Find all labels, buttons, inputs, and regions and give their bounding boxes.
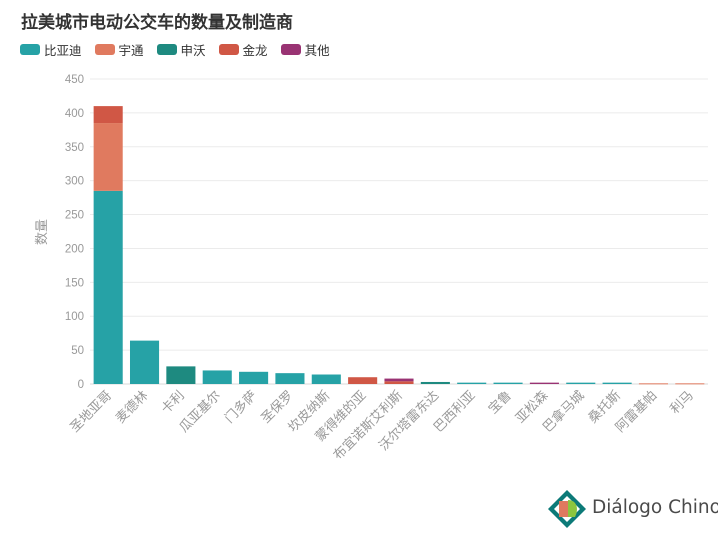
legend-item[interactable]: 宇通 (94, 40, 144, 59)
legend: 比亚迪 宇通 申沃 金龙 其他 (20, 40, 343, 58)
x-tick-label: 麦德林 (113, 388, 151, 426)
bar-segment (311, 374, 341, 384)
legend-swatch (156, 43, 177, 55)
y-tick-label: 350 (65, 142, 84, 154)
logo-mark-icon (548, 490, 586, 528)
bar-segment (529, 382, 559, 384)
x-tick-label: 利马 (668, 388, 697, 417)
legend-swatch (94, 43, 115, 55)
legend-label: 其他 (304, 42, 330, 58)
bar-segment (384, 378, 414, 382)
legend-item[interactable]: 金龙 (218, 40, 268, 59)
y-tick-label: 100 (65, 311, 84, 323)
x-tick-label: 圣地亚哥 (68, 388, 115, 435)
bar-segment (129, 340, 160, 384)
legend-swatch (218, 43, 239, 55)
y-tick-label: 0 (78, 379, 84, 391)
legend-label: 比亚迪 (44, 42, 82, 58)
logo-text: Diálogo Chino (592, 497, 718, 518)
y-tick-label: 200 (65, 243, 84, 255)
legend-swatch (280, 43, 301, 55)
bar-segment (602, 382, 632, 384)
bar-segment (93, 106, 123, 124)
bar-segment (166, 366, 196, 384)
bar-segment (348, 377, 378, 384)
y-axis-label: 数量 (35, 219, 50, 245)
bar-segment (420, 381, 450, 384)
bar-segment (675, 383, 705, 385)
legend-swatch (20, 43, 40, 55)
y-tick-label: 300 (65, 176, 84, 188)
dialogo-chino-logo: Diálogo Chino (548, 490, 718, 528)
legend-item[interactable]: 其他 (280, 40, 330, 59)
bar-segment (638, 383, 669, 385)
legend-label: 金龙 (242, 42, 268, 58)
legend-label: 宇通 (118, 42, 144, 58)
bar-segment (457, 382, 487, 384)
bar-segment (275, 373, 305, 384)
legend-item[interactable]: 申沃 (156, 40, 206, 59)
bar-segment (493, 382, 523, 384)
bar-segment (384, 381, 414, 384)
legend-item[interactable]: 比亚迪 (20, 40, 82, 59)
y-tick-label: 400 (65, 108, 84, 120)
x-tick-label: 门多萨 (222, 388, 261, 427)
y-tick-label: 150 (65, 277, 84, 289)
bar-segment (202, 370, 232, 384)
x-tick-label: 宝鲁 (486, 388, 515, 417)
x-tick-label: 卡利 (159, 388, 188, 417)
y-tick-label: 250 (65, 210, 84, 222)
bar-segment (93, 190, 123, 384)
y-tick-label: 50 (71, 345, 84, 357)
chart-title: 拉美城市电动公交车的数量及制造商 (21, 13, 293, 33)
bar-segment (93, 123, 123, 191)
bar-segment (239, 371, 269, 384)
bar-segment (566, 382, 596, 384)
legend-label: 申沃 (180, 42, 206, 58)
y-tick-label: 450 (65, 74, 84, 86)
